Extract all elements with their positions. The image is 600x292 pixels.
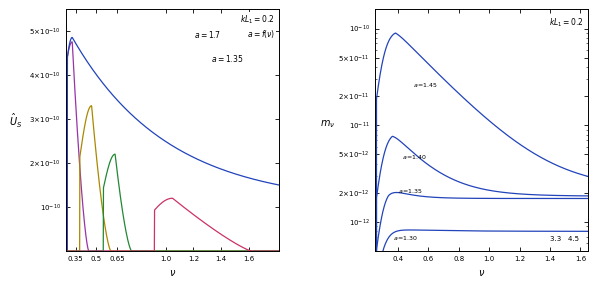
- Text: 3.3   4.5: 3.3 4.5: [550, 237, 578, 242]
- X-axis label: $\nu$: $\nu$: [478, 267, 485, 277]
- Text: $a\!=\!1.30$: $a\!=\!1.30$: [393, 234, 418, 242]
- Text: $a = 1.35$: $a = 1.35$: [211, 53, 243, 64]
- Y-axis label: $m_\nu$: $m_\nu$: [320, 118, 335, 130]
- Text: $a\!=\!1.45$: $a\!=\!1.45$: [413, 81, 438, 89]
- Text: $kL_1=0.2$
$a=f(\nu)$: $kL_1=0.2$ $a=f(\nu)$: [240, 14, 275, 40]
- Text: $a\!=\!1.35$: $a\!=\!1.35$: [398, 187, 422, 195]
- Text: $kL_1=0.2$: $kL_1=0.2$: [549, 16, 584, 29]
- Text: $a = 1.7$: $a = 1.7$: [194, 29, 221, 40]
- Y-axis label: $\hat{U}_S$: $\hat{U}_S$: [9, 112, 22, 130]
- X-axis label: $\nu$: $\nu$: [169, 267, 176, 277]
- Text: $a\!=\!1.40$: $a\!=\!1.40$: [403, 153, 427, 161]
